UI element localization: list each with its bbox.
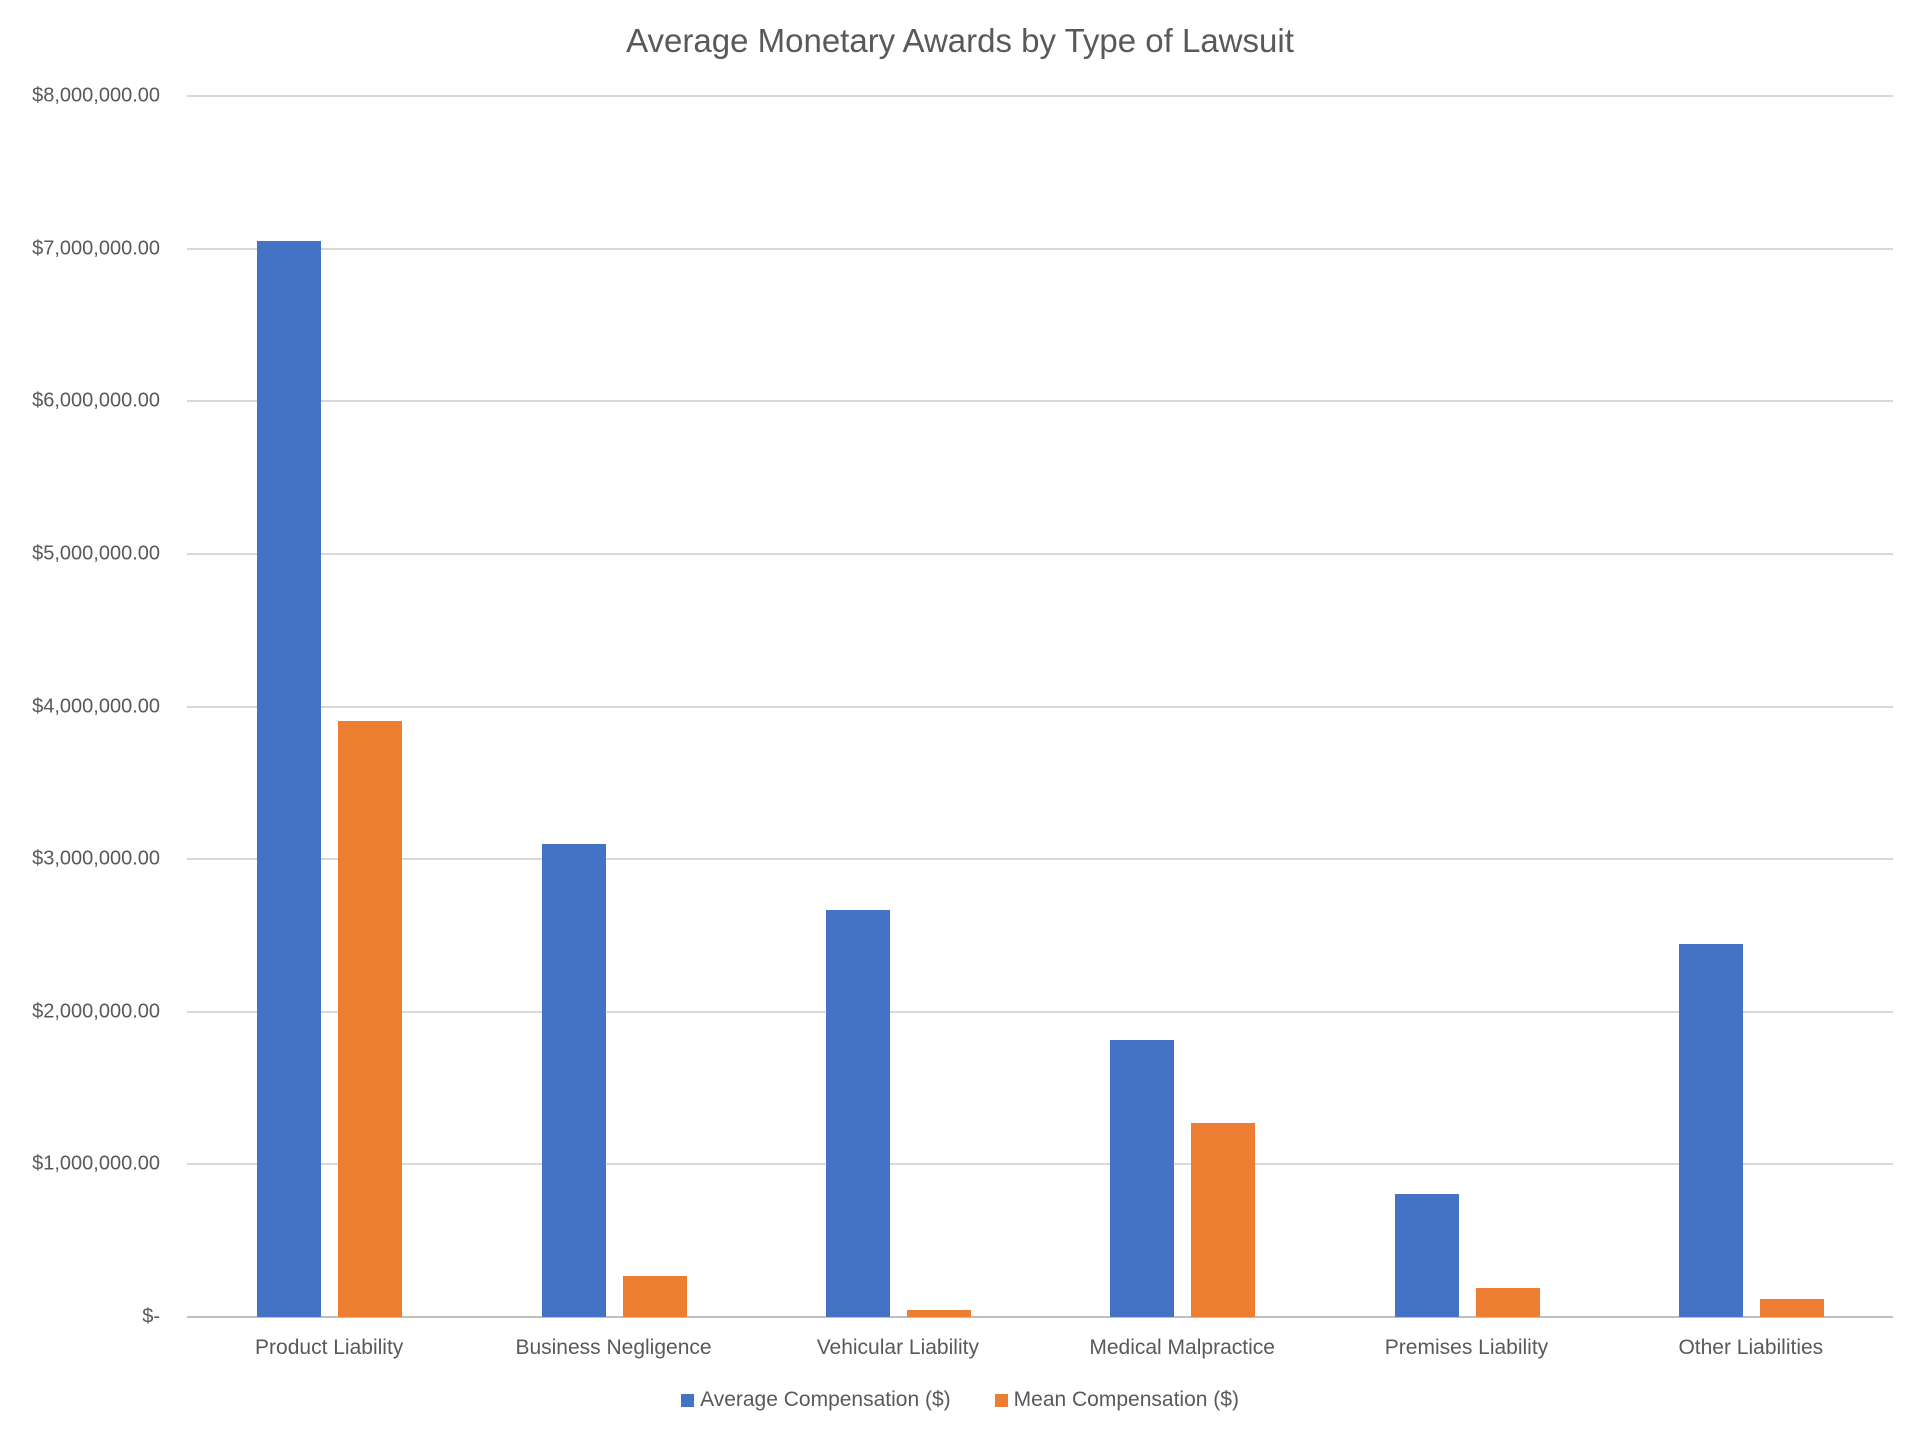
bar-mean-1 (622, 1275, 687, 1317)
bar-mean-4 (1475, 1288, 1540, 1317)
legend-item-mean: Mean Compensation ($) (994, 1388, 1239, 1412)
bar-mean-5 (1759, 1299, 1824, 1317)
bar-mean-3 (1191, 1123, 1256, 1317)
bar-average-1 (541, 843, 606, 1317)
y-tick-label: $3,000,000.00 (32, 847, 160, 870)
legend-swatch-average (681, 1393, 695, 1407)
gridline (187, 552, 1893, 555)
y-tick-label: $5,000,000.00 (32, 542, 160, 565)
x-category-label: Medical Malpractice (1089, 1336, 1275, 1359)
y-tick-label: $2,000,000.00 (32, 1000, 160, 1023)
y-tick-label: $6,000,000.00 (32, 389, 160, 412)
x-category-label: Product Liability (255, 1336, 404, 1359)
y-tick-label: $8,000,000.00 (32, 84, 160, 107)
gridline (187, 95, 1893, 97)
bar-average-0 (257, 241, 322, 1317)
legend-item-average: Average Compensation ($) (681, 1388, 951, 1412)
gridline (187, 247, 1893, 250)
legend-label-average: Average Compensation ($) (700, 1388, 951, 1411)
y-tick-label: $4,000,000.00 (32, 695, 160, 717)
bar-mean-0 (338, 721, 403, 1317)
gridline (187, 858, 1893, 861)
gridline (187, 705, 1893, 708)
y-tick-label: $- (142, 1305, 160, 1328)
bar-average-5 (1678, 944, 1743, 1317)
legend-swatch-mean (994, 1393, 1008, 1407)
chart-title: Average Monetary Awards by Type of Lawsu… (626, 22, 1294, 59)
x-category-label: Premises Liability (1384, 1336, 1549, 1359)
gridline (187, 1163, 1893, 1166)
y-tick-label: $7,000,000.00 (32, 237, 160, 260)
bar-mean-2 (906, 1310, 971, 1317)
x-category-label: Other Liabilities (1678, 1336, 1824, 1359)
bar-average-4 (1394, 1193, 1459, 1317)
bar-average-3 (1110, 1040, 1175, 1317)
legend-label-mean: Mean Compensation ($) (1013, 1388, 1239, 1411)
legend: Average Compensation ($) Mean Compensati… (0, 1388, 1920, 1412)
x-category-label: Business Negligence (515, 1336, 712, 1359)
x-axis-line (187, 1316, 1893, 1318)
gridline (187, 1010, 1893, 1013)
x-category-label: Vehicular Liability (816, 1336, 979, 1359)
gridline (187, 400, 1893, 403)
y-tick-label: $1,000,000.00 (32, 1152, 160, 1175)
bar-average-2 (825, 909, 890, 1317)
